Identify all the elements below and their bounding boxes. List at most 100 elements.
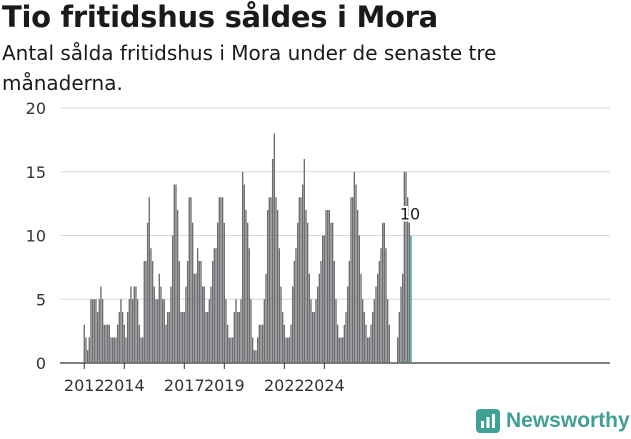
bar — [133, 286, 135, 363]
bar — [311, 312, 314, 363]
bar — [396, 337, 399, 363]
bar — [258, 324, 260, 363]
bar-latest — [410, 235, 412, 363]
bar — [186, 261, 189, 363]
bar — [118, 312, 120, 363]
bar — [363, 312, 366, 363]
bar — [210, 286, 212, 363]
bar — [156, 299, 159, 363]
bar — [106, 324, 109, 363]
bar — [198, 261, 200, 363]
bar — [143, 261, 145, 363]
bar — [306, 222, 309, 363]
bar — [263, 299, 265, 363]
bar — [83, 324, 85, 363]
bar — [320, 261, 322, 363]
bar — [103, 324, 105, 363]
bar — [208, 299, 210, 363]
bar — [298, 197, 300, 363]
bar — [341, 337, 344, 363]
bar — [93, 299, 95, 363]
bar — [188, 197, 190, 363]
bar — [315, 299, 317, 363]
bar — [326, 210, 329, 363]
bar — [111, 337, 114, 363]
bar — [223, 222, 225, 363]
bar — [256, 337, 259, 363]
bar — [206, 312, 209, 363]
bar — [305, 210, 307, 363]
bar — [386, 299, 389, 363]
bar — [235, 299, 237, 363]
bar — [321, 235, 324, 363]
bar — [236, 312, 239, 363]
bar — [231, 337, 234, 363]
bar — [280, 286, 282, 363]
bar — [366, 337, 369, 363]
bar — [141, 337, 144, 363]
bar — [248, 248, 250, 363]
x-tick-label: 2014 — [104, 376, 145, 395]
bar — [205, 312, 207, 363]
bar — [323, 235, 325, 363]
bar — [225, 299, 227, 363]
y-tick-label: 0 — [36, 354, 46, 373]
bar — [158, 273, 160, 363]
bar — [200, 261, 202, 363]
bar — [345, 312, 347, 363]
bar — [291, 286, 294, 363]
bar — [398, 312, 401, 363]
bar — [293, 261, 295, 363]
bar — [98, 299, 100, 363]
bar — [260, 324, 262, 363]
bar — [146, 222, 149, 363]
bar — [303, 159, 305, 363]
label-layer: 0 5 10 15 20 2012 2014 2017 2019 2022 2024 10 — [26, 99, 423, 395]
bar — [300, 197, 302, 363]
bar — [340, 337, 342, 363]
bar — [126, 312, 129, 363]
bar — [241, 171, 244, 363]
bar — [351, 197, 354, 363]
bar — [375, 286, 377, 363]
bar — [88, 337, 90, 363]
bar-layer — [83, 133, 412, 363]
bar — [216, 222, 219, 363]
bar — [140, 337, 142, 363]
chart-title: Tio fritidshus såldes i Mora — [2, 0, 438, 34]
bar — [85, 337, 87, 363]
bar — [161, 299, 164, 363]
bar — [108, 324, 110, 363]
bar — [285, 337, 287, 363]
bar — [138, 324, 140, 363]
bar — [245, 210, 247, 363]
bar — [380, 248, 382, 363]
bar — [271, 159, 274, 363]
bar — [365, 324, 367, 363]
bar — [196, 248, 199, 363]
bar — [121, 312, 124, 363]
bar — [295, 248, 297, 363]
bar — [115, 337, 117, 363]
bar — [348, 261, 351, 363]
bar — [250, 299, 252, 363]
bar — [310, 299, 312, 363]
bar — [288, 337, 290, 363]
bar — [408, 222, 411, 363]
newsworthy-logo: Newsworthy — [476, 406, 630, 436]
bar — [136, 299, 139, 363]
bar — [240, 299, 242, 363]
bar — [336, 324, 339, 363]
bar — [128, 299, 130, 363]
bar — [90, 299, 92, 363]
bar — [283, 324, 285, 363]
bar — [230, 337, 232, 363]
bar — [406, 197, 409, 363]
bar — [190, 197, 192, 363]
bar — [171, 235, 174, 363]
bar — [255, 350, 257, 363]
bar — [343, 324, 346, 363]
bar — [96, 312, 99, 363]
bar — [378, 261, 381, 363]
bar-chart: 0 5 10 15 20 2012 2014 2017 2019 2022 2024 10 — [26, 99, 610, 395]
